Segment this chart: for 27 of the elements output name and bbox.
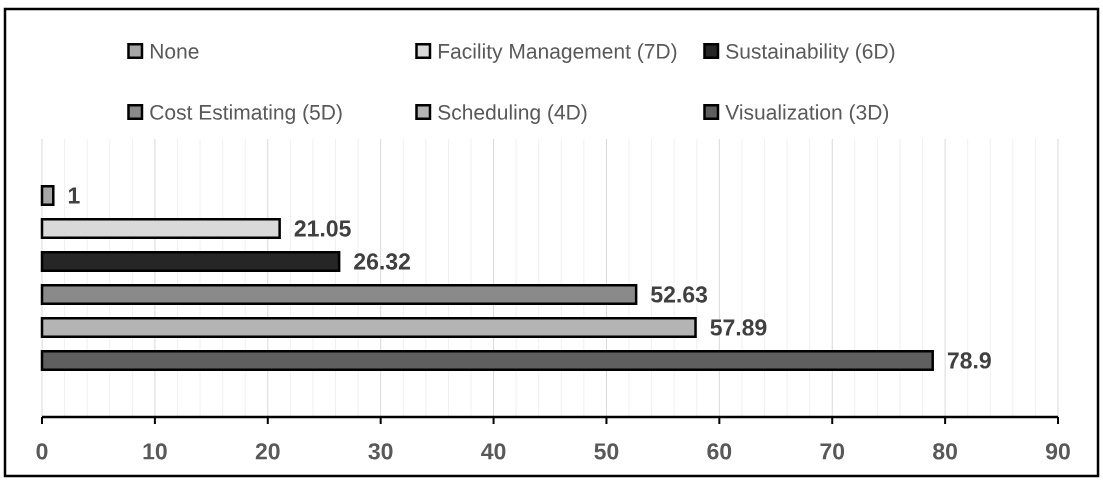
- x-tick-label: 30: [368, 443, 393, 460]
- legend-label: Scheduling (4D): [438, 104, 587, 124]
- legend-label: Sustainability (6D): [726, 43, 895, 63]
- data-label: 52.63: [651, 286, 708, 303]
- x-tick-label: 90: [1046, 443, 1070, 460]
- x-tick-label: 20: [255, 443, 280, 460]
- x-tick-label: 60: [707, 443, 732, 460]
- x-tick-label: 70: [820, 443, 845, 460]
- legend-label: Facility Management (7D): [438, 43, 677, 63]
- bar: [40, 283, 638, 306]
- legend-label: Visualization (3D): [725, 104, 889, 124]
- bar: [40, 316, 697, 339]
- x-tick-label: 0: [36, 443, 48, 460]
- data-label: 78.9: [947, 352, 991, 369]
- bar: [40, 250, 341, 273]
- x-tick-label: 80: [933, 443, 957, 460]
- x-tick-label: 10: [143, 443, 167, 460]
- legend-label: Cost Estimating (5D): [150, 104, 342, 124]
- legend-label: None: [150, 44, 199, 59]
- data-label: 21.05: [294, 220, 351, 237]
- data-label: 57.89: [710, 319, 767, 336]
- bar: [40, 349, 934, 372]
- data-label: 1: [68, 187, 80, 204]
- x-tick-label: 40: [481, 443, 506, 460]
- bar: [40, 184, 55, 207]
- x-tick-label: 50: [594, 443, 619, 460]
- data-label: 26.32: [354, 253, 410, 270]
